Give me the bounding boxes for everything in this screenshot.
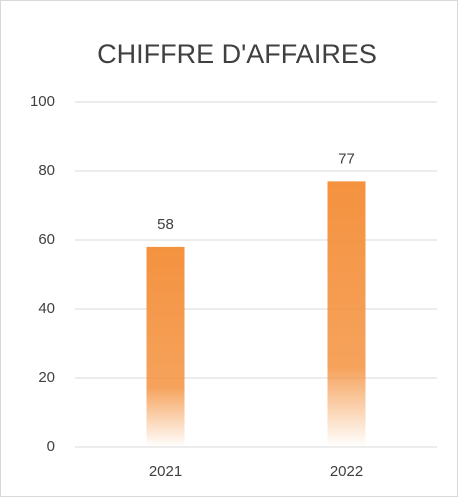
data-label: 58 [157,216,174,233]
x-tick-label: 2021 [149,463,182,480]
y-tick-label: 60 [38,231,55,248]
data-label: 77 [338,150,355,167]
x-tick-label: 2022 [330,463,363,480]
y-tick-label: 100 [30,93,55,110]
y-tick-label: 0 [47,438,55,455]
y-tick-label: 80 [38,162,55,179]
bar [146,246,185,447]
chart-title: CHIFFRE D'AFFAIRES [97,39,377,69]
bar [327,181,366,447]
y-tick-label: 20 [38,369,55,386]
y-tick-label: 40 [38,300,55,317]
